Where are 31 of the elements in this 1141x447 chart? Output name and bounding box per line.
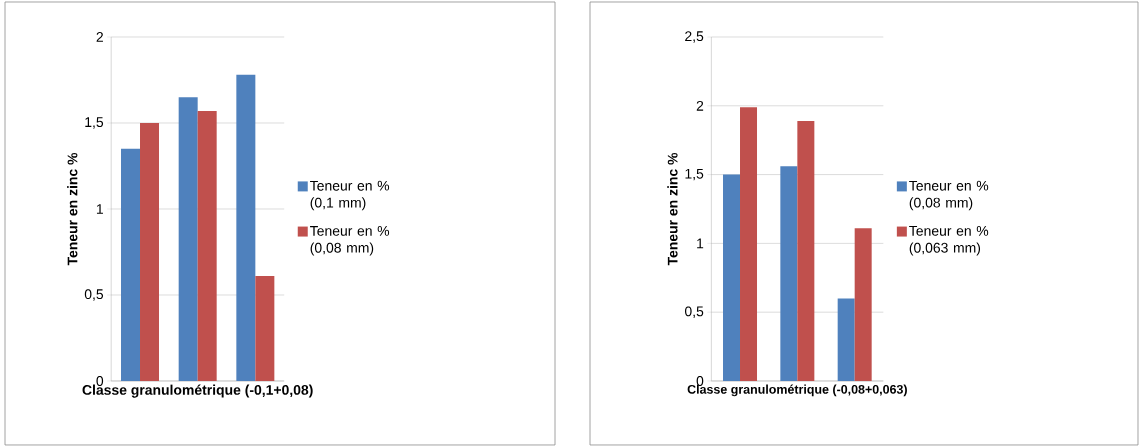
y-axis-title: Teneur en zinc % (667, 152, 678, 266)
y-tick-label: 1 (96, 204, 103, 214)
bar (197, 110, 217, 381)
y-tick-label: 1 (697, 238, 704, 249)
y-tick-label: 0,5 (684, 306, 704, 318)
y-tick-label: 0 (696, 376, 704, 386)
bar (797, 120, 815, 381)
bar (780, 166, 798, 381)
y-tick-label: 0,5 (84, 289, 104, 301)
legend-label: Teneur en % (0,1 mm) (310, 180, 390, 211)
bar (236, 74, 256, 381)
legend-label: Teneur en % (0,08 mm) (909, 180, 989, 211)
y-axis-title: Teneur en zinc % (67, 152, 78, 266)
legend-label: Teneur en % (0,08 mm) (310, 225, 390, 256)
bar (255, 276, 275, 381)
bar (837, 298, 855, 381)
y-tick-label: 2,5 (685, 31, 704, 43)
x-axis-title: Classe granulométrique (-0,08+0,063) (687, 384, 907, 397)
legend-label: Teneur en % (0,063 mm) (909, 225, 989, 256)
y-tick-label: 0 (96, 376, 104, 386)
y-tick-label: 2 (96, 32, 103, 42)
bar (740, 107, 758, 381)
bar (178, 97, 198, 381)
bar (854, 228, 872, 381)
y-tick-label: 1,5 (685, 168, 704, 181)
y-tick-label: 2 (696, 100, 704, 111)
bar (140, 122, 160, 381)
x-axis-title: Classe granulométrique (-0,1+0,08) (82, 384, 313, 398)
bar (121, 148, 141, 381)
y-tick-label: 1,5 (85, 117, 104, 129)
bar (723, 174, 741, 381)
